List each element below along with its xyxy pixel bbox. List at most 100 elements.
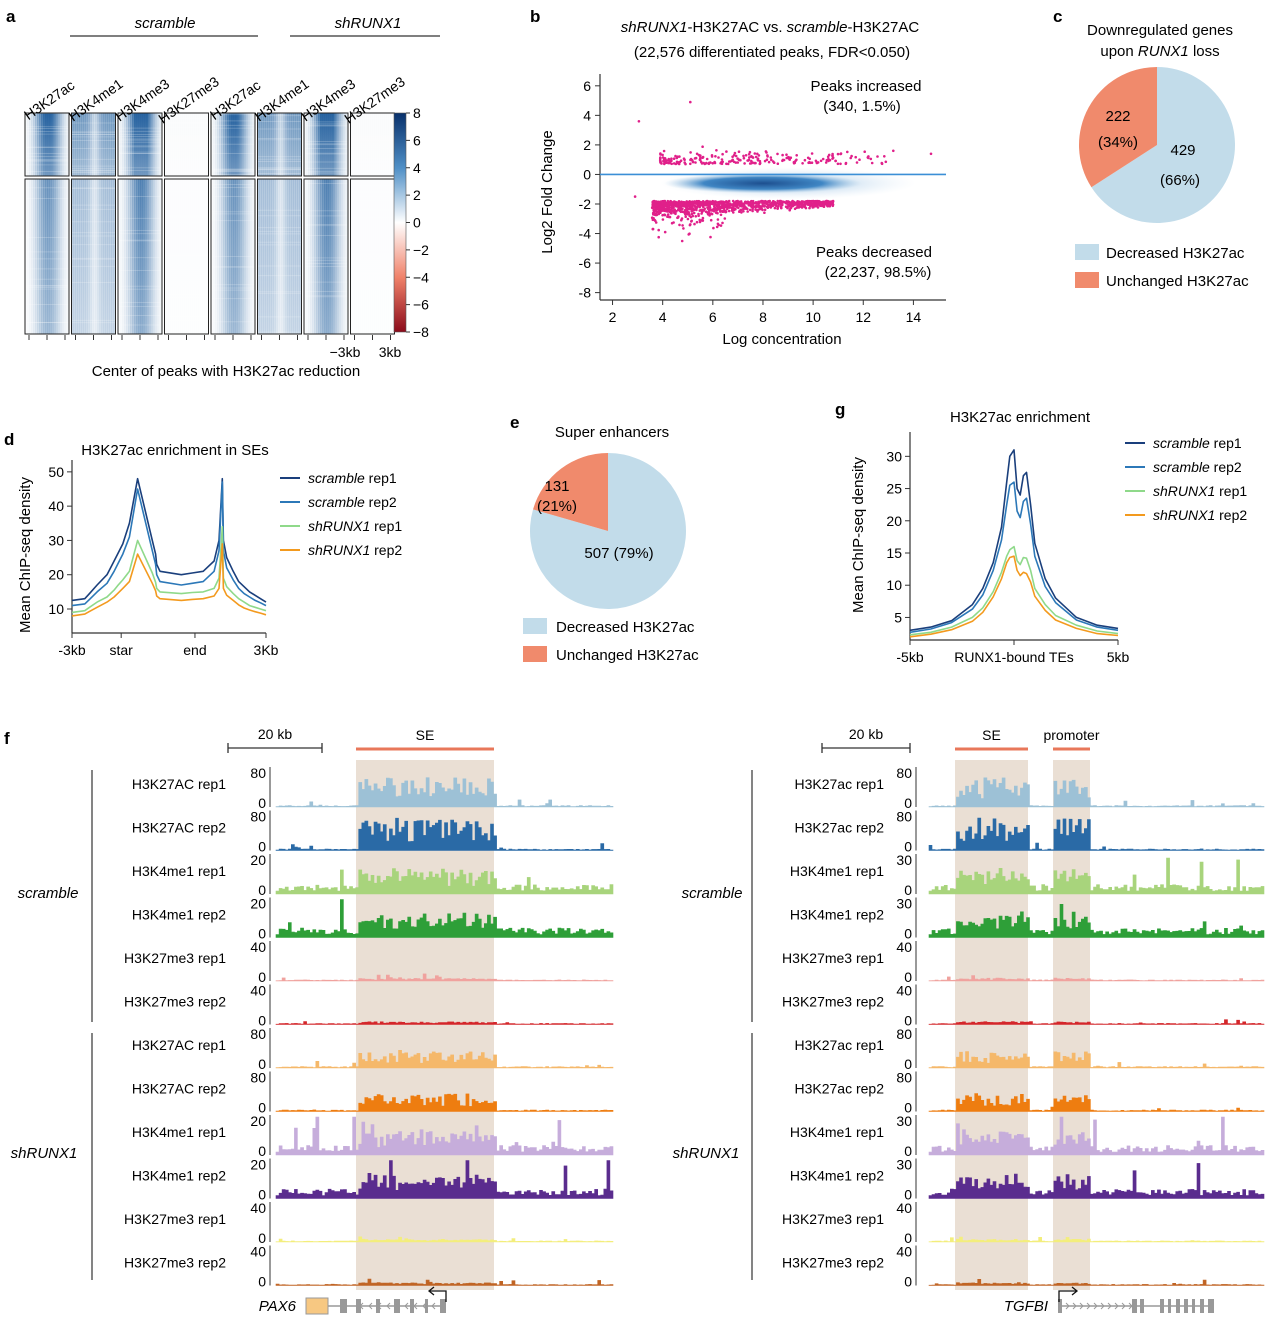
b-point-decreased	[733, 202, 736, 206]
f-scalebar-label: 20 kb	[849, 726, 883, 742]
heatmap-block	[24, 112, 70, 177]
b-point-decreased	[681, 224, 684, 227]
b-point-decreased	[739, 203, 742, 207]
gene-model-strand	[422, 1302, 427, 1310]
b-point-decreased	[673, 209, 676, 212]
b-point-decreased	[653, 202, 657, 206]
b-point-decreased	[736, 199, 739, 203]
f-track-ymin: 0	[904, 1187, 912, 1203]
b-point-increased	[737, 150, 741, 153]
b-point-outlier	[637, 120, 641, 123]
f-track-ymin: 0	[904, 1100, 912, 1116]
b-point-decreased	[666, 210, 669, 213]
b-point-decreased	[707, 209, 711, 212]
heatmap-border	[257, 112, 302, 177]
b-point-increased	[689, 151, 692, 154]
f-track-label: H3K27ac rep2	[794, 1081, 884, 1097]
b-point-increased	[742, 156, 746, 160]
b-point-decreased	[706, 213, 710, 216]
g-y-tick-label: 5	[894, 609, 902, 625]
b-point-decreased	[813, 202, 817, 206]
g-legend-label: shRUNX1 rep2	[1153, 507, 1247, 523]
b-point-decreased	[663, 230, 667, 234]
b-point-increased	[785, 153, 788, 156]
b-point-decreased	[722, 203, 725, 207]
panel-g-profile: g H3K27ac enrichment 5 10 15 20 25 30 -5kb RUNX…	[835, 400, 1247, 665]
gene-model-strand	[1107, 1302, 1112, 1310]
f-gene-name: PAX6	[259, 1298, 297, 1315]
b-point-decreased	[698, 201, 702, 204]
d-legend-rest: rep1	[370, 518, 402, 534]
f-signal-track	[275, 899, 614, 938]
f-signal-track	[275, 1160, 614, 1199]
heatmap-block	[350, 178, 395, 335]
b-point-decreased	[684, 213, 687, 216]
f-track-label: H3K27me3 rep2	[782, 1255, 884, 1271]
g-legend-italic: shRUNX1	[1153, 507, 1215, 523]
b-point-decreased	[767, 200, 771, 204]
heatmap-block	[71, 178, 116, 335]
b-point-decreased	[725, 203, 728, 206]
heatmap-fade	[118, 113, 162, 176]
g-x-tick-label: 5kb	[1107, 649, 1130, 665]
gene-model-exon	[1140, 1299, 1144, 1313]
b-point-decreased	[697, 212, 700, 216]
pie-e-small-value: 131	[544, 478, 569, 495]
b-point-increased	[787, 157, 791, 160]
colorbar-tick-label: 8	[413, 105, 421, 121]
heatmap-block	[24, 178, 70, 335]
d-legend-italic: shRUNX1	[308, 542, 370, 558]
b-point-decreased	[763, 208, 767, 211]
b-point-decreased	[745, 202, 749, 205]
b-point-increased	[698, 158, 702, 161]
b-point-increased	[855, 161, 859, 164]
b-point-decreased	[700, 201, 704, 204]
b-point-decreased	[727, 209, 731, 213]
pie-e-big-label: 507 (79%)	[584, 545, 653, 562]
b-point-increased	[821, 157, 825, 161]
b-point-decreased	[682, 227, 685, 230]
heatmap-fade	[257, 179, 302, 334]
group-label-shrunx1: shRUNX1	[335, 15, 402, 32]
b-point-decreased	[727, 199, 731, 203]
b-point-increased	[884, 160, 888, 164]
b-point-outlier	[826, 155, 830, 158]
heatmap-border	[210, 112, 256, 177]
b-point-decreased	[684, 215, 687, 218]
b-y-tick-label: 4	[583, 107, 591, 123]
heatmap-border	[24, 112, 70, 177]
b-point-decreased	[695, 206, 698, 210]
b-point-increased	[714, 155, 717, 158]
f-track-ymin: 0	[258, 1143, 266, 1159]
ann-increased-2: (340, 1.5%)	[823, 98, 901, 115]
b-point-increased	[668, 161, 671, 164]
panel-a-heatmap: a scramble shRUNX1 H3K27acH3K4me1H3K4me3…	[6, 7, 440, 380]
x-label-right: 3kb	[379, 344, 402, 360]
b-point-decreased	[741, 204, 745, 208]
gene-model-strand	[1121, 1302, 1126, 1310]
g-legend-rest: rep2	[1210, 459, 1242, 475]
b-point-decreased	[727, 205, 731, 209]
b-point-decreased	[687, 202, 691, 206]
d-x-tick-label: -3kb	[58, 642, 85, 658]
b-point-outlier	[689, 100, 692, 104]
f-track-label: H3K27me3 rep1	[124, 950, 226, 966]
pie-e-slice-2	[533, 453, 608, 531]
b-point-decreased	[658, 203, 661, 206]
b-point-increased	[772, 161, 776, 164]
b-y-tick-label: -2	[579, 196, 592, 212]
b-point-decreased	[748, 208, 752, 212]
b-point-decreased	[713, 205, 716, 208]
b-point-decreased	[678, 223, 681, 227]
f-track-ymin: 0	[904, 795, 912, 811]
b-point-decreased	[797, 203, 801, 206]
g-legend-italic: scramble	[1153, 435, 1210, 451]
b-point-increased	[880, 161, 884, 165]
b-point-increased	[754, 155, 758, 159]
b-point-decreased	[679, 210, 683, 214]
b-point-decreased	[650, 216, 654, 219]
g-legend-italic: shRUNX1	[1153, 483, 1215, 499]
colorbar-ticks: 8 6 4 2 0 −2 −4 −6 −8	[406, 105, 429, 340]
